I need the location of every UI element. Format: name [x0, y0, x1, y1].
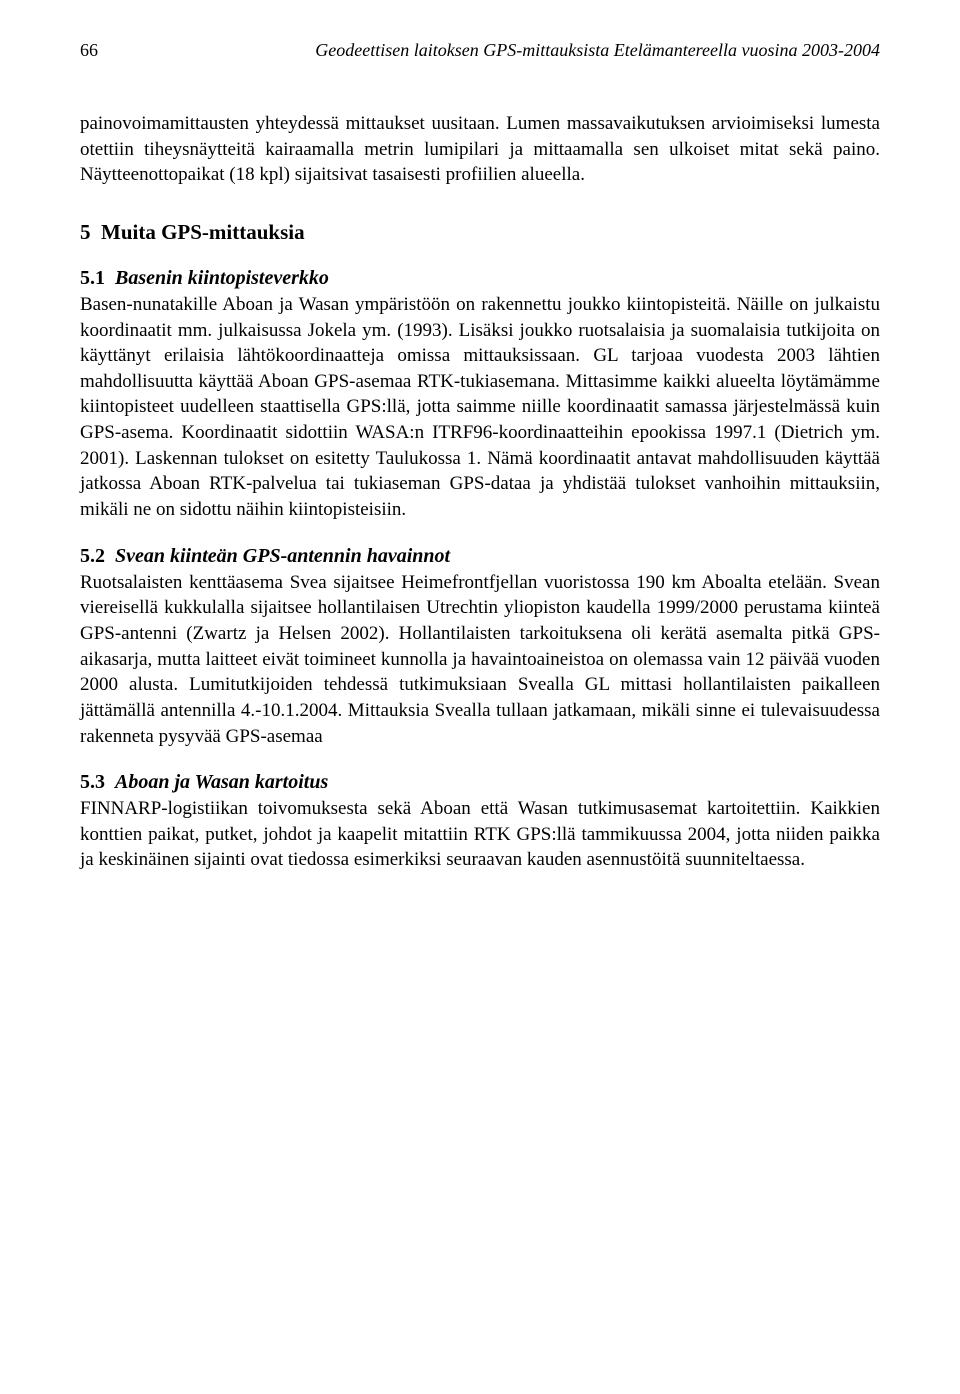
- subsection-5-1-title: Basenin kiintopisteverkko: [115, 267, 329, 289]
- subsection-5-2-text: Ruotsalaisten kenttäasema Svea sijaitsee…: [80, 570, 880, 749]
- subsection-5-2-number: 5.2: [80, 545, 105, 567]
- subsection-5-3-title: Aboan ja Wasan kartoitus: [115, 771, 328, 793]
- subsection-5-2-title: Svean kiinteän GPS-antennin havainnot: [115, 545, 450, 567]
- section-5-title: Muita GPS-mittauksia: [101, 220, 305, 244]
- header-title: Geodeettisen laitoksen GPS-mittauksista …: [315, 40, 880, 61]
- section-5-number: 5: [80, 220, 91, 244]
- page-number: 66: [80, 40, 98, 61]
- subsection-5-1-number: 5.1: [80, 267, 105, 289]
- subsection-5-3-text: FINNARP-logistiikan toivomuksesta sekä A…: [80, 796, 880, 873]
- section-5-heading: 5 Muita GPS-mittauksia: [80, 220, 880, 245]
- subsection-5-3-heading: 5.3 Aboan ja Wasan kartoitus: [80, 771, 880, 794]
- subsection-5-1-text: Basen-nunatakille Aboan ja Wasan ympäris…: [80, 292, 880, 523]
- subsection-5-3-number: 5.3: [80, 771, 105, 793]
- intro-paragraph: painovoimamittausten yhteydessä mittauks…: [80, 111, 880, 188]
- subsection-5-2-heading: 5.2 Svean kiinteän GPS-antennin havainno…: [80, 545, 880, 568]
- subsection-5-1-heading: 5.1 Basenin kiintopisteverkko: [80, 267, 880, 290]
- page-header: 66 Geodeettisen laitoksen GPS-mittauksis…: [80, 40, 880, 61]
